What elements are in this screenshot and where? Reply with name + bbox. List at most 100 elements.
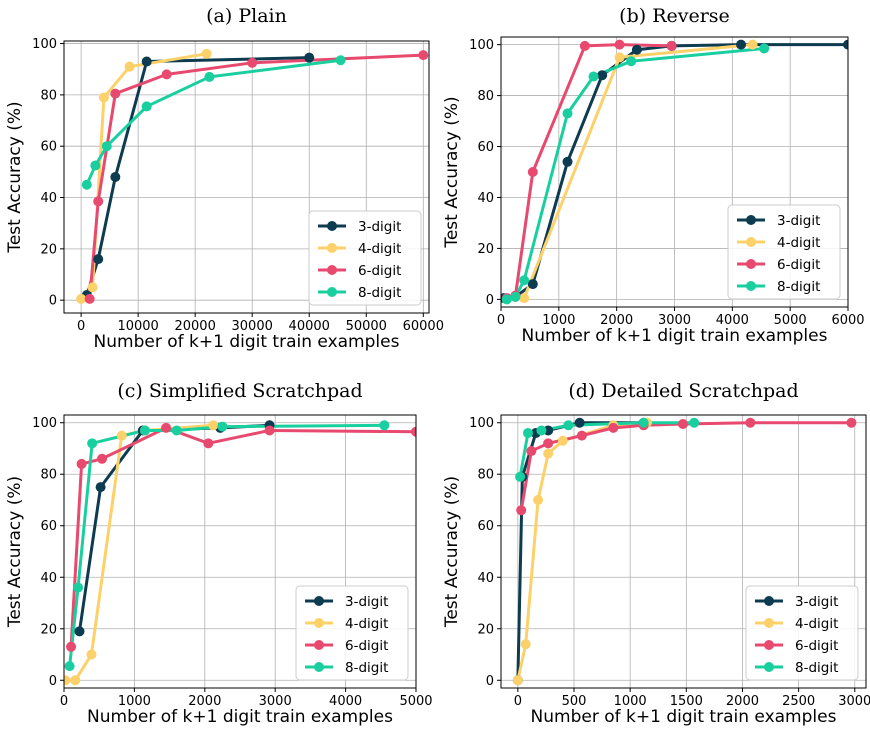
data-point-8-digit <box>510 291 521 302</box>
data-point-3-digit <box>110 172 121 182</box>
legend-marker-4-digit <box>764 618 774 628</box>
data-point-8-digit <box>519 275 530 286</box>
y-tick-label: 60 <box>477 140 494 155</box>
data-point-6-digit <box>516 505 527 516</box>
x-tick-label: 1000 <box>118 694 151 709</box>
data-point-6-digit <box>411 426 416 437</box>
data-point-6-digit <box>76 458 87 469</box>
panel-title: (a) Plain <box>206 5 287 27</box>
data-point-8-digit <box>379 420 390 431</box>
y-axis-label: Test Accuracy (%) <box>442 96 462 248</box>
y-tick-label: 40 <box>477 571 494 586</box>
legend-marker-4-digit <box>327 243 337 253</box>
plot-frame <box>500 414 867 689</box>
data-point-3-digit <box>304 52 315 63</box>
y-tick-label: 80 <box>477 468 494 483</box>
data-point-4-digit <box>124 61 135 72</box>
data-point-6-digit <box>161 69 172 80</box>
data-point-4-digit <box>208 420 219 431</box>
y-axis-label: Test Accuracy (%) <box>5 476 25 628</box>
legend-label: 3-digit <box>358 219 401 235</box>
legend-label: 3-digit <box>345 594 388 610</box>
y-axis-label: Test Accuracy (%) <box>5 101 25 253</box>
data-point-3-digit <box>843 39 848 50</box>
legend: 3-digit 4-digit 6-digit 8-digit <box>308 210 422 306</box>
legend-marker-8-digit <box>746 281 756 291</box>
data-point-8-digit <box>204 71 215 82</box>
x-tick-label: 40000 <box>289 319 330 334</box>
data-point-6-digit <box>579 40 590 51</box>
legend-label: 4-digit <box>777 235 820 251</box>
data-point-8-digit <box>759 43 770 54</box>
x-tick-label: 6000 <box>831 313 864 328</box>
data-point-8-digit <box>522 428 533 439</box>
plot-area <box>501 39 848 305</box>
legend-label: 4-digit <box>795 616 838 632</box>
legend-marker-3-digit <box>746 215 756 225</box>
data-point-3-digit <box>631 44 642 55</box>
legend-label: 8-digit <box>795 660 838 676</box>
x-tick-label: 1000 <box>614 694 647 709</box>
x-tick-label: 4000 <box>716 313 749 328</box>
legend-marker-8-digit <box>327 287 337 297</box>
data-point-8-digit <box>588 71 599 82</box>
data-point-4-digit <box>76 293 87 304</box>
x-tick-label: 1000 <box>542 313 575 328</box>
data-point-6-digit <box>576 430 587 441</box>
x-axis-label: Number of k+1 digit train examples <box>94 332 400 352</box>
legend-marker-6-digit <box>327 265 337 275</box>
x-tick-label: 2000 <box>600 313 633 328</box>
x-tick-label: 4000 <box>329 694 362 709</box>
legend-marker-6-digit <box>314 640 324 650</box>
legend-label: 6-digit <box>795 638 838 654</box>
data-point-3-digit <box>736 39 747 50</box>
data-point-8-digit <box>501 294 512 305</box>
data-point-3-digit <box>93 254 104 265</box>
legend-marker-3-digit <box>764 596 774 606</box>
data-point-4-digit <box>520 639 531 650</box>
data-point-6-digit <box>614 39 625 50</box>
legend-label: 8-digit <box>345 660 388 676</box>
x-axis-label: Number of k+1 digit train examples <box>531 707 837 727</box>
data-point-4-digit <box>543 448 554 459</box>
data-point-3-digit <box>95 482 106 493</box>
series-line-8-digit <box>506 46 765 301</box>
data-point-8-digit <box>626 56 637 67</box>
data-point-8-digit <box>563 420 574 431</box>
data-point-8-digit <box>217 421 228 432</box>
data-point-6-digit <box>84 293 95 304</box>
y-tick-label: 40 <box>477 191 494 206</box>
y-tick-label: 80 <box>40 88 57 103</box>
x-tick-label: 10000 <box>117 319 158 334</box>
data-point-4-digit <box>86 649 97 660</box>
data-point-3-digit <box>527 279 538 290</box>
y-tick-label: 60 <box>40 140 57 155</box>
legend-marker-3-digit <box>314 596 324 606</box>
data-point-8-digit <box>536 425 547 436</box>
y-tick-label: 100 <box>32 416 57 431</box>
x-tick-label: 20000 <box>174 319 215 334</box>
x-tick-label: 2000 <box>726 694 759 709</box>
data-point-6-digit <box>97 453 108 464</box>
data-point-4-digit <box>519 293 530 304</box>
x-tick-label: 5000 <box>774 313 807 328</box>
data-point-3-digit <box>574 417 585 428</box>
legend: 3-digit 4-digit 6-digit 8-digit <box>745 585 859 681</box>
plot-area <box>512 417 857 686</box>
data-point-4-digit <box>70 675 81 686</box>
data-point-6-digit <box>93 196 104 207</box>
series-line-4-digit <box>516 421 648 681</box>
data-point-4-digit <box>533 494 544 505</box>
chart-panel-3: 0 1000 2000 3000 4000 5000 0 20 40 60 80 100 (c) Sim… <box>5 380 433 727</box>
data-point-6-digit <box>745 417 756 428</box>
legend-marker-8-digit <box>314 662 324 672</box>
data-point-8-digit <box>101 141 112 152</box>
series-line-4-digit <box>506 43 753 301</box>
data-point-6-digit <box>526 446 537 457</box>
data-point-8-digit <box>141 101 152 112</box>
chart-panel-2: 0 1000 2000 3000 4000 5000 6000 0 20 40 60 80 100 (b)… <box>442 5 865 346</box>
chart-panel-1: 0 10000 20000 30000 40000 50000 60000 0 20 40 60 80… <box>5 5 444 352</box>
x-tick-label: 30000 <box>232 319 273 334</box>
chart-panel-4: 0 500 1000 1500 2000 2500 3000 0 20 40 60 80 100 (d) … <box>442 380 870 727</box>
